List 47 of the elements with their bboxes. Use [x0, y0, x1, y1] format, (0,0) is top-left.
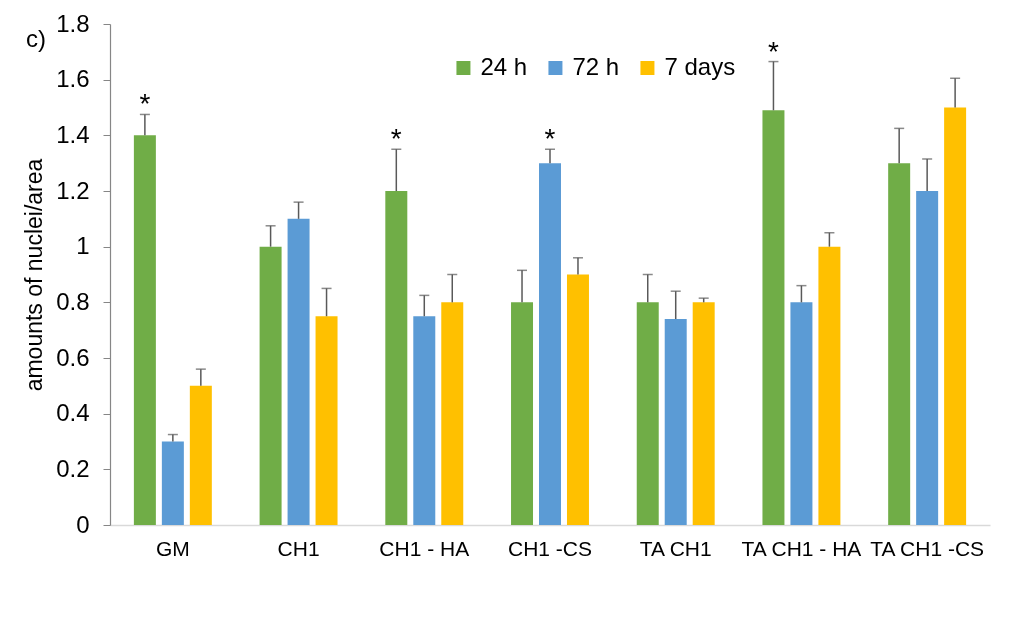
data-label: * — [139, 88, 151, 120]
bar — [133, 135, 156, 525]
x-tick-label: TA CH1 — [639, 536, 712, 560]
bar — [790, 302, 813, 525]
x-tick-label: CH1 - HA — [379, 536, 470, 560]
y-tick-label: 0.6 — [56, 343, 90, 371]
bar — [189, 385, 212, 525]
bar — [566, 274, 589, 525]
y-tick-label: 1.2 — [56, 176, 90, 204]
y-axis-title: amounts of nuclei/area — [21, 158, 48, 392]
bar — [818, 246, 841, 525]
bar — [944, 107, 967, 525]
x-tick-label: CH1 -CS — [507, 536, 593, 560]
y-tick-label: 0 — [76, 510, 90, 538]
data-label: * — [390, 123, 402, 155]
bar — [441, 302, 464, 525]
data-label: * — [544, 123, 556, 155]
y-tick-label: 1.6 — [56, 65, 90, 93]
bar — [259, 246, 282, 525]
x-tick-label: GM — [155, 536, 190, 560]
bar — [385, 191, 408, 525]
legend-label: 24 h — [480, 53, 528, 80]
y-tick-label: 1.4 — [56, 120, 90, 148]
legend-label: 7 days — [664, 53, 736, 80]
text: c) — [26, 25, 46, 52]
y-tick-label: 0.4 — [56, 399, 90, 427]
bar — [161, 441, 184, 525]
bar — [315, 316, 338, 525]
bar — [664, 319, 687, 525]
y-tick-label: 0.2 — [56, 454, 90, 482]
bar — [692, 302, 715, 525]
bar — [762, 110, 785, 525]
legend-label: 72 h — [572, 53, 620, 80]
bar — [287, 218, 310, 525]
bar — [511, 302, 534, 525]
bar — [888, 163, 911, 525]
bar — [413, 316, 436, 525]
x-tick-label: TA CH1 - HA — [741, 536, 862, 560]
bar — [916, 191, 939, 525]
bar — [636, 302, 659, 525]
bar — [539, 163, 561, 525]
x-tick-label: TA CH1 -CS — [870, 536, 985, 560]
y-tick-label: 1.8 — [56, 9, 90, 37]
y-tick-label: 1 — [76, 232, 90, 260]
data-label: * — [768, 35, 779, 67]
y-tick-label: 0.8 — [56, 287, 90, 315]
x-tick-label: CH1 — [277, 536, 320, 560]
